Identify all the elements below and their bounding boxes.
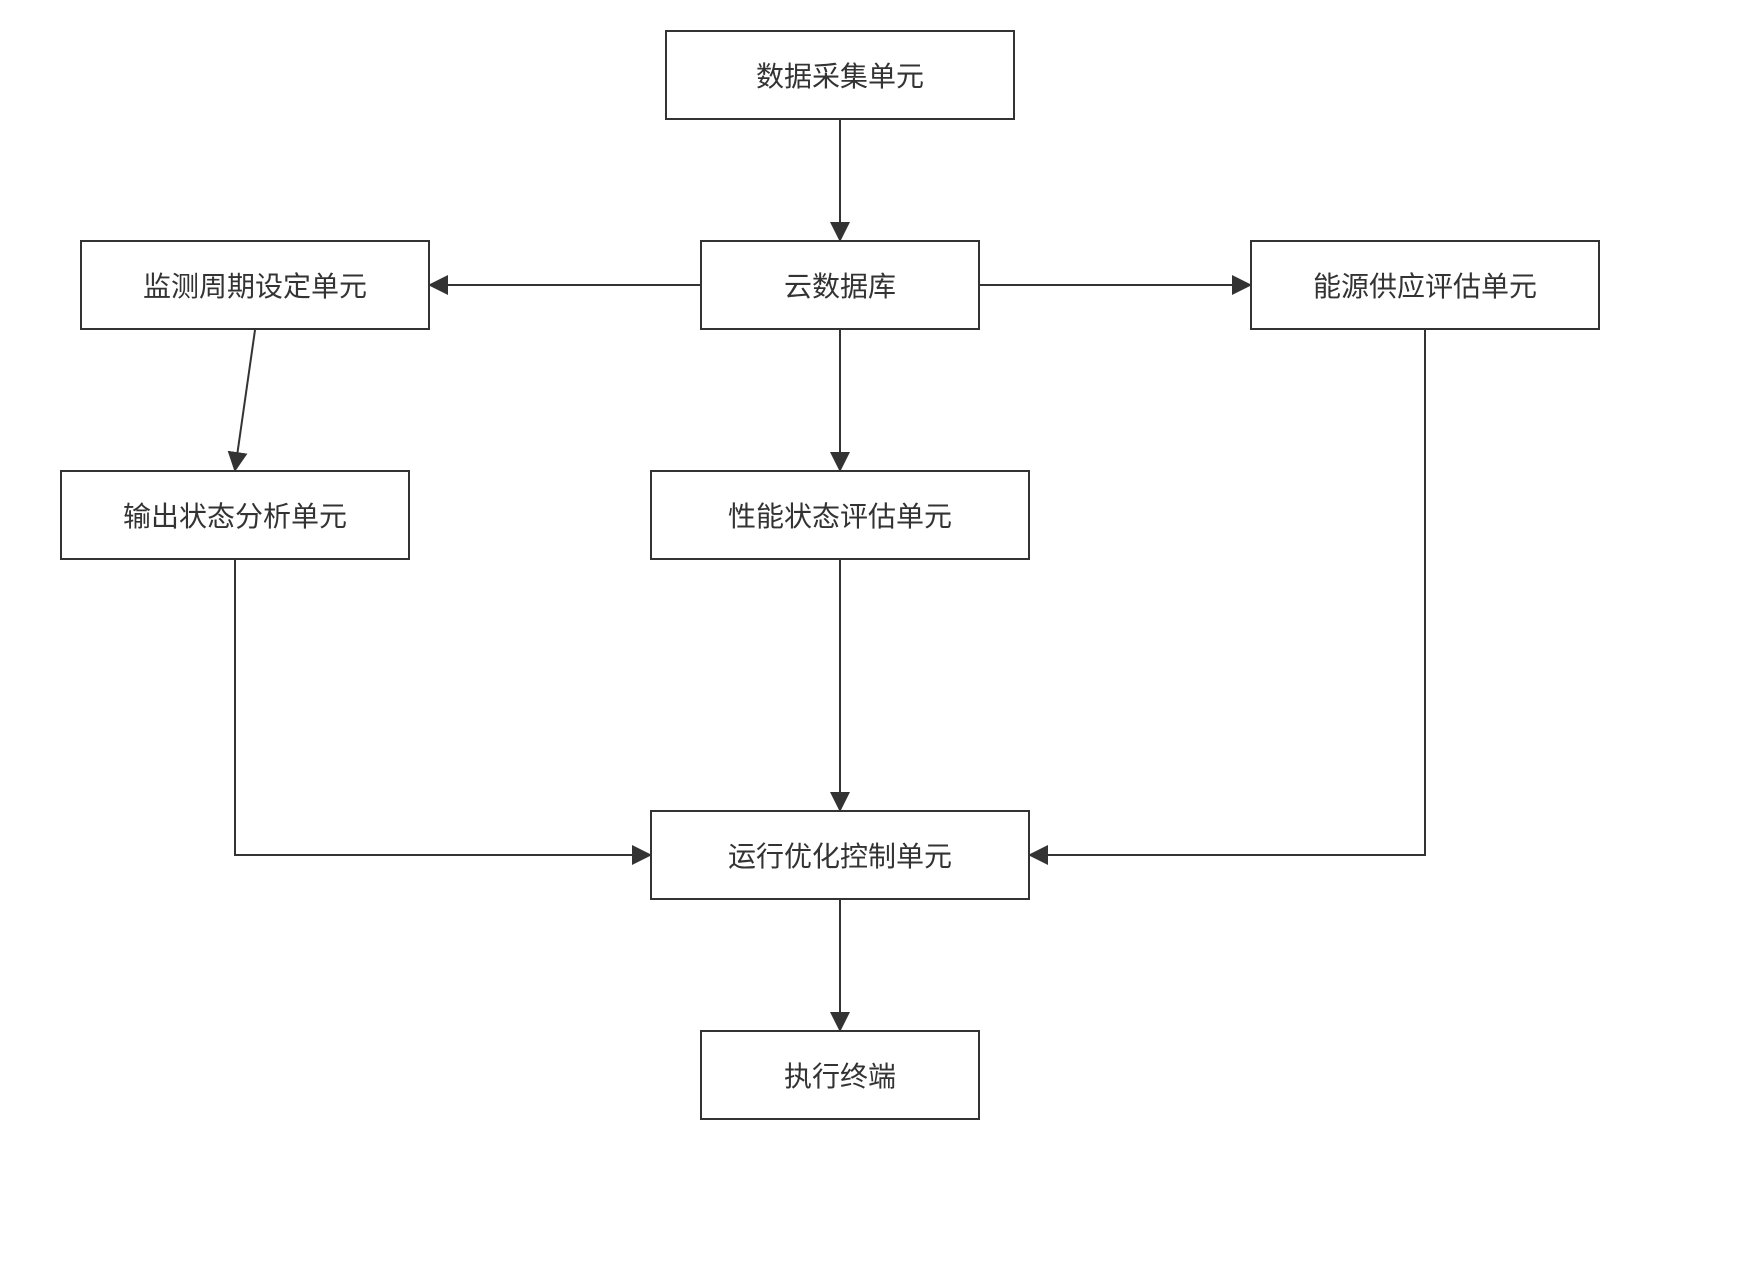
node-monitor-cycle: 监测周期设定单元 <box>80 240 430 330</box>
node-performance-eval: 性能状态评估单元 <box>650 470 1030 560</box>
node-energy-supply: 能源供应评估单元 <box>1250 240 1600 330</box>
node-label: 性能状态评估单元 <box>728 495 952 535</box>
node-label: 执行终端 <box>784 1055 896 1095</box>
node-label: 监测周期设定单元 <box>143 265 367 305</box>
node-data-collection: 数据采集单元 <box>665 30 1015 120</box>
node-output-analysis: 输出状态分析单元 <box>60 470 410 560</box>
node-label: 输出状态分析单元 <box>123 495 347 535</box>
node-label: 能源供应评估单元 <box>1313 265 1537 305</box>
node-exec-terminal: 执行终端 <box>700 1030 980 1120</box>
node-label: 数据采集单元 <box>756 55 924 95</box>
node-label: 运行优化控制单元 <box>728 835 952 875</box>
node-label: 云数据库 <box>784 265 896 305</box>
node-cloud-db: 云数据库 <box>700 240 980 330</box>
node-operation-optimize: 运行优化控制单元 <box>650 810 1030 900</box>
